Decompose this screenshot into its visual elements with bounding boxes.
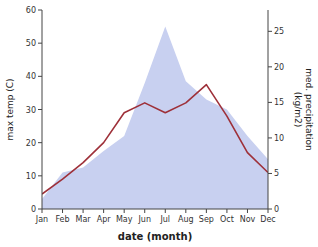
x-tick <box>42 209 43 213</box>
y2-axis-label-line: med. precipitation <box>304 68 314 150</box>
precipitation-area <box>42 27 268 209</box>
y2-tick <box>268 209 272 210</box>
y-tick <box>38 209 42 210</box>
x-axis-line <box>42 209 268 210</box>
y-tick <box>38 142 42 143</box>
y-tick <box>38 175 42 176</box>
x-tick <box>83 209 84 213</box>
x-tick <box>165 209 166 213</box>
y2-tick <box>268 173 272 174</box>
x-tick-label: Aug <box>178 215 194 224</box>
y-tick-label: 0 <box>31 205 36 214</box>
y2-tick <box>268 137 272 138</box>
y-axis-label: max temp (C) <box>5 78 15 140</box>
chart: 0 10 20 30 40 50 60 0 5 10 15 20 25 Jan Feb Mar Apr May Ju… <box>0 0 318 247</box>
y-tick <box>38 109 42 110</box>
y-tick <box>38 43 42 44</box>
y-tick-label: 30 <box>26 106 36 115</box>
y-tick-label: 50 <box>26 39 36 48</box>
x-tick <box>103 209 104 213</box>
y-tick-label: 20 <box>26 139 36 148</box>
temperature-line <box>42 85 268 194</box>
x-tick-label: Jan <box>35 215 48 224</box>
x-tick-label: Jun <box>137 215 151 224</box>
x-tick-label: May <box>116 215 133 224</box>
x-tick <box>226 209 227 213</box>
y-tick-label: 60 <box>26 6 36 15</box>
y2-axis-label: med. precipitation(kg/m2) <box>293 68 314 150</box>
y2-tick <box>268 66 272 67</box>
y-tick <box>38 76 42 77</box>
x-tick-label: Dec <box>260 215 275 224</box>
x-tick <box>247 209 248 213</box>
y-tick-label: 40 <box>26 72 36 81</box>
y2-tick <box>268 31 272 32</box>
y2-tick-label: 20 <box>274 63 284 72</box>
x-axis-label: date (month) <box>118 231 192 242</box>
x-tick <box>185 209 186 213</box>
y2-tick-label: 5 <box>274 169 279 178</box>
x-tick <box>144 209 145 213</box>
x-tick <box>268 209 269 213</box>
x-tick-label: Jul <box>159 215 170 224</box>
y2-tick-label: 0 <box>274 205 279 214</box>
plot-area <box>42 27 268 209</box>
x-tick <box>62 209 63 213</box>
x-tick-label: Oct <box>220 215 234 224</box>
y2-tick-label: 10 <box>274 134 284 143</box>
y-tick-label: 10 <box>26 172 36 181</box>
y2-tick-label: 25 <box>274 27 284 36</box>
x-tick-label: Nov <box>240 215 256 224</box>
y-tick <box>38 10 42 11</box>
x-tick-label: Mar <box>76 215 92 224</box>
x-tick <box>124 209 125 213</box>
x-tick-label: Apr <box>97 215 112 224</box>
x-tick-label: Feb <box>55 215 69 224</box>
x-tick <box>206 209 207 213</box>
y2-axis-label-line: (kg/m2) <box>293 92 303 127</box>
y2-tick-label: 15 <box>274 98 284 107</box>
y2-axis-line <box>268 10 269 209</box>
x-tick-label: Sep <box>199 215 214 224</box>
y2-tick <box>268 102 272 103</box>
